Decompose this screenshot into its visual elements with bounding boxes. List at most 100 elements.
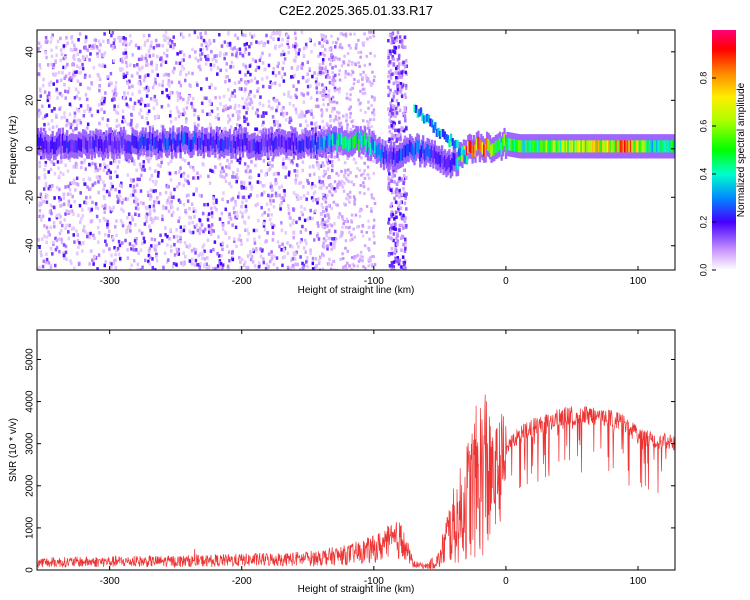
colorbar-tick-label: 0.2 <box>698 216 708 229</box>
noise-speckle <box>113 88 117 92</box>
noise-speckle <box>365 230 369 234</box>
branch-cell <box>424 114 427 123</box>
noise-speckle <box>301 160 305 164</box>
noise-speckle <box>102 39 105 44</box>
noise-speckle <box>303 114 307 118</box>
ridge-cell <box>593 140 596 153</box>
noise-speckle <box>392 168 396 173</box>
noise-speckle <box>176 98 180 102</box>
noise-speckle <box>229 64 232 69</box>
noise-speckle <box>392 222 395 227</box>
noise-speckle <box>241 96 244 101</box>
ridge-cell <box>310 140 313 153</box>
ridge-cell <box>602 140 605 153</box>
noise-speckle <box>202 129 205 133</box>
ridge-cell <box>244 133 248 146</box>
noise-speckle <box>362 43 365 47</box>
noise-speckle <box>311 115 315 119</box>
noise-speckle <box>367 123 370 127</box>
noise-speckle <box>299 123 302 127</box>
noise-speckle <box>169 244 173 249</box>
noise-speckle <box>404 194 408 198</box>
branch-cell <box>464 155 467 164</box>
noise-speckle <box>322 237 326 241</box>
noise-speckle <box>262 111 265 115</box>
noise-speckle <box>139 82 142 86</box>
noise-speckle <box>239 210 242 214</box>
noise-speckle <box>388 112 391 116</box>
noise-speckle <box>363 91 367 95</box>
noise-speckle <box>294 55 298 59</box>
noise-speckle <box>134 222 137 227</box>
noise-speckle <box>396 259 399 264</box>
ridge-cell <box>288 137 291 150</box>
ridge-cell <box>387 154 390 167</box>
noise-speckle <box>169 120 173 124</box>
noise-speckle <box>263 227 267 232</box>
noise-speckle <box>155 196 159 200</box>
noise-speckle <box>156 216 160 221</box>
noise-speckle <box>247 79 250 84</box>
noise-speckle <box>333 45 337 49</box>
noise-speckle <box>220 129 224 134</box>
noise-speckle <box>250 100 254 105</box>
noise-speckle <box>327 150 330 154</box>
noise-speckle <box>348 200 351 204</box>
noise-speckle <box>84 128 88 133</box>
noise-speckle <box>349 105 353 109</box>
noise-speckle <box>44 195 48 199</box>
noise-speckle <box>309 248 312 252</box>
noise-speckle <box>146 73 150 77</box>
noise-speckle <box>278 30 282 35</box>
noise-speckle <box>291 44 295 48</box>
noise-speckle <box>332 259 335 263</box>
noise-speckle <box>295 87 298 92</box>
noise-speckle <box>59 36 62 41</box>
noise-speckle <box>322 94 325 98</box>
noise-speckle <box>131 244 134 249</box>
noise-speckle <box>230 60 234 65</box>
noise-speckle <box>76 79 80 83</box>
ridge-cell <box>308 136 312 149</box>
noise-speckle <box>400 88 403 92</box>
noise-speckle <box>357 98 360 102</box>
noise-speckle <box>338 57 341 61</box>
noise-speckle <box>169 205 173 210</box>
noise-speckle <box>368 237 371 241</box>
noise-speckle <box>198 231 201 235</box>
noise-speckle <box>389 119 393 124</box>
noise-speckle <box>68 71 71 76</box>
noise-speckle <box>128 79 131 84</box>
noise-speckle <box>278 185 281 190</box>
ridge-cell <box>145 138 149 151</box>
ridge-cell <box>350 138 354 151</box>
noise-speckle <box>391 226 394 230</box>
noise-speckle <box>280 201 283 205</box>
noise-speckle <box>397 62 401 66</box>
noise-speckle <box>322 97 325 101</box>
noise-speckle <box>45 113 49 117</box>
noise-speckle <box>77 38 80 42</box>
noise-speckle <box>110 262 113 266</box>
noise-speckle <box>84 39 88 44</box>
branch-cell <box>419 107 423 116</box>
ridge-cell <box>231 140 235 153</box>
noise-speckle <box>173 242 176 247</box>
noise-speckle <box>255 127 259 131</box>
noise-speckle <box>321 61 325 65</box>
noise-speckle <box>257 87 260 91</box>
noise-speckle <box>390 223 393 228</box>
noise-speckle <box>111 236 115 240</box>
noise-speckle <box>260 205 263 210</box>
noise-speckle <box>256 114 260 118</box>
noise-speckle <box>98 175 101 179</box>
noise-speckle <box>134 237 137 241</box>
noise-speckle <box>289 118 293 123</box>
ridge-cell <box>340 132 343 145</box>
noise-speckle <box>65 36 68 40</box>
noise-speckle <box>44 163 47 168</box>
branch-cell <box>457 148 461 157</box>
noise-speckle <box>252 228 256 233</box>
noise-speckle <box>53 107 56 111</box>
branch-cell <box>422 115 426 124</box>
